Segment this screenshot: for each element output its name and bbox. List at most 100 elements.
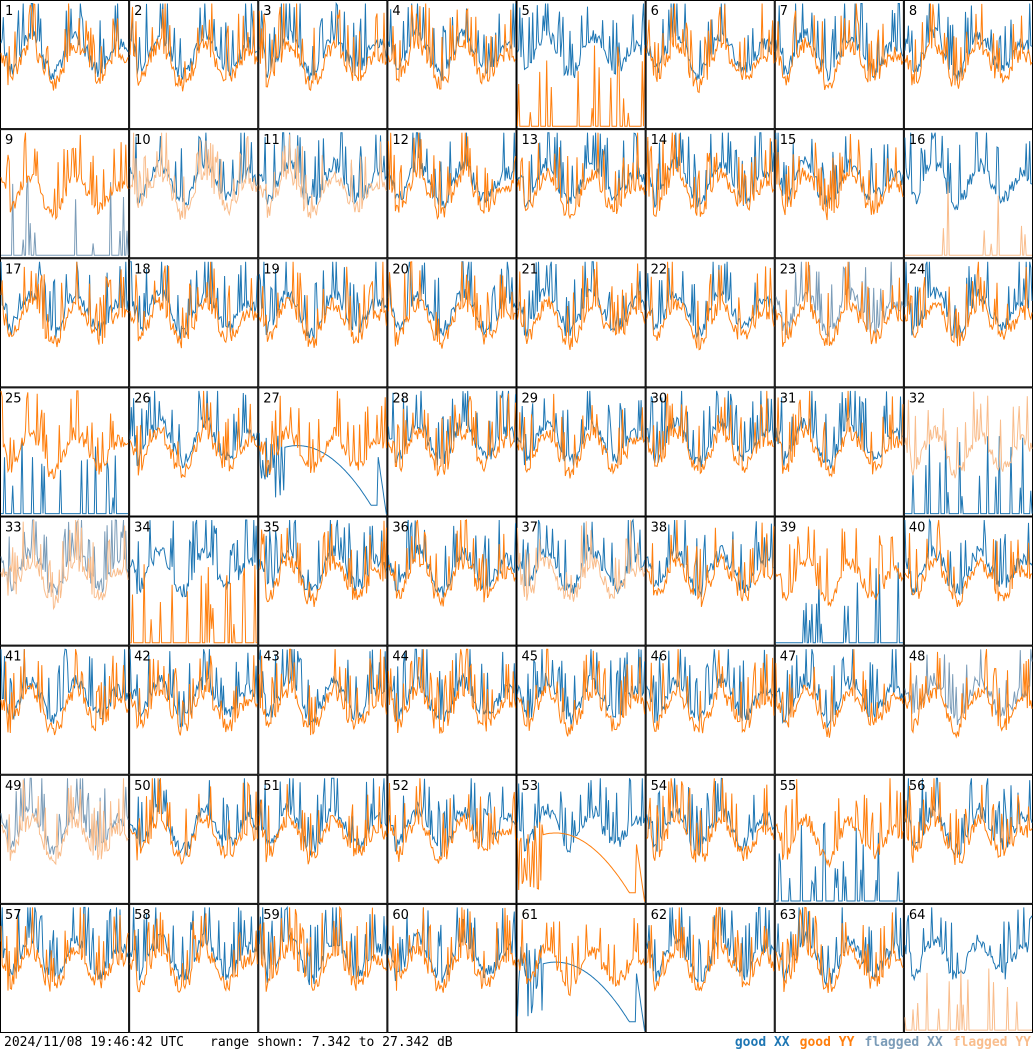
tile-label: 40 <box>909 521 926 536</box>
tile-15-yy-line <box>775 133 904 221</box>
tile-9-yy-line <box>0 132 129 221</box>
legend: good XX good YY flagged XX flagged YY <box>735 1033 1031 1053</box>
tile-25-xx-line <box>1 437 129 515</box>
tile-26: 26 <box>129 387 259 517</box>
tile-frame <box>774 645 904 775</box>
tile-label: 48 <box>909 650 926 665</box>
tile-38-yy-line <box>646 519 775 608</box>
tile-45-yy-line <box>517 648 646 737</box>
tile-4-yy-line <box>387 3 516 90</box>
tile-label: 16 <box>909 133 926 148</box>
tile-label: 12 <box>392 133 409 148</box>
tile-41: 41 <box>0 645 130 775</box>
tile-32-yy-line <box>904 391 1033 479</box>
tile-60-yy-line <box>387 907 516 993</box>
tile-11: 11 <box>258 129 388 259</box>
tile-label: 4 <box>392 4 400 19</box>
tile-label: 45 <box>522 650 539 665</box>
tile-label: 42 <box>134 650 151 665</box>
tile-7: 7 <box>774 0 904 130</box>
tile-53-yy-line <box>517 821 646 902</box>
tile-35: 35 <box>258 516 388 646</box>
tile-39-xx-line <box>775 562 903 644</box>
tile-44: 44 <box>387 645 517 775</box>
tile-8: 8 <box>903 0 1033 130</box>
tile-30-yy-line <box>646 390 774 475</box>
tile-63: 63 <box>774 903 904 1033</box>
tile-3-yy-line <box>258 3 387 92</box>
tile-label: 34 <box>134 521 151 536</box>
tile-61-yy-line <box>517 917 646 997</box>
tile-13: 13 <box>516 129 646 259</box>
tile-47: 47 <box>774 645 904 775</box>
tile-13-yy-line <box>517 132 646 220</box>
tile-37-yy-line <box>517 519 646 602</box>
tile-64-xx-line <box>904 907 1033 982</box>
tile-label: 51 <box>263 779 280 794</box>
tile-label: 49 <box>5 779 22 794</box>
tile-42-yy-line <box>129 655 258 736</box>
tile-16-xx-line <box>904 132 1033 211</box>
tile-label: 33 <box>5 521 22 536</box>
tile-23-yy-line <box>775 261 904 347</box>
tile-label: 43 <box>263 650 280 665</box>
tile-43-yy-line <box>258 648 387 736</box>
range-text: range shown: 7.342 to 27.342 dB <box>210 1035 453 1050</box>
tile-frame <box>129 0 259 130</box>
tile-44-yy-line <box>387 648 516 734</box>
tile-label: 24 <box>909 262 926 277</box>
tile-59: 59 <box>258 903 388 1033</box>
tile-10: 10 <box>129 129 259 259</box>
tile-21-yy-line <box>517 261 646 350</box>
tile-64-yy-line <box>904 968 1032 1031</box>
tile-45: 45 <box>516 645 646 775</box>
tile-2: 2 <box>129 0 259 130</box>
tile-1: 1 <box>0 0 130 130</box>
tile-56-yy-line <box>904 778 1033 866</box>
tile-30: 30 <box>645 387 775 517</box>
tile-51: 51 <box>258 774 388 904</box>
tile-24: 24 <box>903 258 1033 388</box>
tile-label: 50 <box>134 779 151 794</box>
tile-frame <box>258 516 388 646</box>
tile-20-xx-line <box>387 261 516 337</box>
tile-frame <box>774 516 904 646</box>
tile-34-yy-line <box>130 564 258 644</box>
tile-8-xx-line <box>904 3 1033 82</box>
tile-1-yy-line <box>0 3 129 91</box>
tile-6: 6 <box>645 0 775 130</box>
tile-frame <box>129 129 259 259</box>
tile-label: 61 <box>522 908 539 923</box>
tile-58-yy-line <box>129 912 258 993</box>
tile-label: 15 <box>780 133 797 148</box>
tile-9: 9 <box>0 129 130 259</box>
tile-57-yy-line <box>0 907 129 992</box>
tile-label: 1 <box>5 4 13 19</box>
tile-42: 42 <box>129 645 259 775</box>
tile-14-yy-line <box>646 132 775 217</box>
tile-frame <box>903 129 1033 259</box>
tile-32-xx-line <box>904 434 1033 515</box>
tile-37: 37 <box>516 516 646 646</box>
tile-48: 48 <box>903 645 1033 775</box>
tile-label: 21 <box>522 262 539 277</box>
tile-27: 27 <box>258 387 388 517</box>
tile-3: 3 <box>258 0 388 130</box>
tile-52: 52 <box>387 774 517 904</box>
tile-57: 57 <box>0 903 130 1033</box>
tile-36-yy-line <box>387 519 516 607</box>
tile-label: 53 <box>522 779 539 794</box>
tile-12: 12 <box>387 129 517 259</box>
tile-frame <box>903 516 1033 646</box>
tile-58: 58 <box>129 903 259 1033</box>
tile-53-xx-line <box>517 778 646 854</box>
tile-54-yy-line <box>646 778 775 863</box>
tile-label: 58 <box>134 908 151 923</box>
tile-48-yy-line <box>904 649 1033 739</box>
tile-59-yy-line <box>258 905 387 992</box>
tile-5-yy-line <box>517 45 646 127</box>
tile-18: 18 <box>129 258 259 388</box>
tile-21: 21 <box>516 258 646 388</box>
tile-39: 39 <box>774 516 904 646</box>
tile-5: 5 <box>516 0 646 130</box>
